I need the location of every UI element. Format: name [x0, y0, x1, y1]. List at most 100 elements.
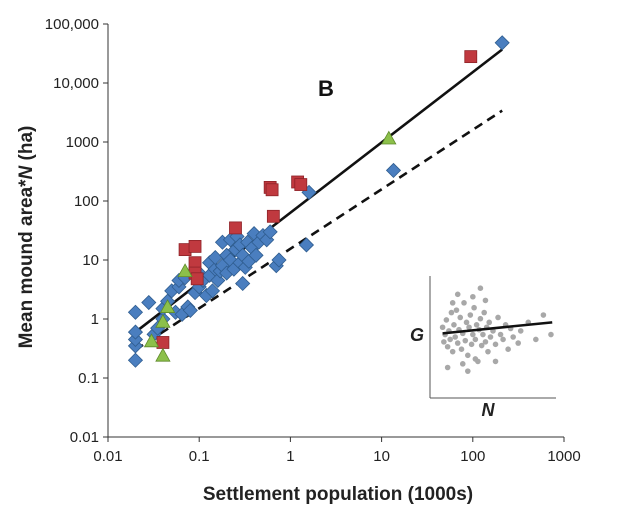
inset-fit-line [442, 321, 553, 335]
x-tick-label: 0.01 [93, 448, 122, 465]
inset-point [533, 336, 539, 343]
diamond-point [248, 247, 264, 263]
inset-point [467, 312, 474, 318]
inset-point [540, 312, 547, 318]
tick-labels-layer: 0.01 0.1 1 10 100 1000 10,000 100,000 0.01 0.1 1 10… [45, 16, 581, 465]
inset-point [459, 361, 466, 367]
inset-point [482, 297, 489, 304]
inset-point [443, 317, 450, 323]
y-tick-label: 100 [74, 193, 99, 210]
inset-chart: G N [410, 268, 564, 420]
triangle-point [155, 313, 171, 328]
y-tick-label: 1 [91, 311, 99, 328]
triangle-point [381, 130, 397, 145]
square-point [190, 272, 204, 286]
inset-point [480, 331, 486, 338]
inset-point [517, 328, 524, 334]
inset-y-label: G [410, 325, 424, 345]
diamond-point [127, 352, 144, 368]
y-tick-label: 10,000 [53, 75, 99, 92]
inset-point [462, 337, 469, 344]
inset-point [473, 322, 480, 328]
diamond-point [235, 275, 251, 292]
x-tick-label: 1 [286, 448, 294, 465]
inset-point [486, 319, 493, 326]
inset-point [505, 346, 511, 353]
inset-point [457, 314, 464, 321]
diamond-point [385, 162, 402, 178]
diamond-point [127, 324, 144, 340]
square-point [229, 221, 242, 235]
inset-point [485, 348, 491, 355]
inset-point [478, 342, 485, 349]
inset-point [472, 336, 479, 343]
x-tick-label: 100 [460, 448, 485, 465]
inset-point [453, 307, 460, 313]
axes-layer [103, 23, 565, 442]
diamond-point [204, 283, 221, 299]
inset-point [454, 340, 461, 346]
inset-point [500, 336, 506, 343]
y-axis-title-part-2: N [16, 164, 37, 179]
y-axis-title: Mean mound area*N (ha) [16, 126, 37, 349]
triangle-point [159, 299, 176, 313]
inset-point [477, 285, 484, 292]
square-point [266, 209, 280, 223]
y-tick-label: 10 [82, 252, 99, 269]
inset-point [470, 293, 476, 300]
inset-point [481, 309, 487, 316]
x-axis-title: Settlement population (1000s) [203, 484, 473, 505]
panel-label: B [318, 76, 334, 101]
inset-point [487, 334, 494, 340]
inset-point [451, 322, 457, 328]
inset-point [454, 291, 461, 298]
y-axis-title-part-3: (ha) [16, 126, 37, 166]
diamond-point [141, 294, 157, 311]
inset-point [466, 324, 472, 331]
inset-point [439, 324, 446, 331]
inset-point [449, 348, 456, 355]
inset-point [472, 356, 479, 362]
inset-point [448, 309, 455, 316]
y-tick-label: 0.1 [78, 370, 99, 387]
x-tick-label: 1000 [547, 448, 580, 465]
inset-point [468, 341, 475, 348]
inset-point [515, 340, 521, 346]
inset-point [449, 300, 456, 306]
y-tick-label: 0.01 [70, 429, 99, 446]
inset-point [548, 331, 554, 338]
inset-point [465, 368, 471, 374]
diamond-point [494, 35, 510, 51]
inset-point [495, 314, 501, 321]
inset-point [444, 343, 451, 350]
square-point [265, 183, 279, 197]
inset-point [497, 331, 504, 338]
y-tick-label: 1000 [66, 134, 99, 151]
triangle-point [155, 347, 171, 362]
data-points-layer [127, 35, 510, 368]
diamond-point [262, 224, 278, 240]
inset-point [441, 339, 447, 345]
x-tick-label: 10 [373, 448, 390, 465]
inset-point [447, 336, 453, 343]
inset-point [492, 358, 499, 365]
square-point [464, 50, 478, 64]
inset-point [463, 319, 470, 326]
triangle-point [143, 333, 160, 348]
inset-point [510, 334, 516, 340]
diamond-point [182, 302, 198, 318]
inset-point [492, 341, 499, 348]
diamond-point [271, 252, 287, 268]
inset-point [465, 352, 471, 359]
diamond-point [298, 237, 315, 253]
diamond-point [127, 304, 144, 320]
square-point [294, 178, 308, 191]
dashed-fit-line [134, 109, 503, 351]
inset-point [458, 346, 465, 353]
inset-point [444, 364, 451, 371]
square-point [188, 240, 202, 253]
x-tick-label: 0.1 [189, 448, 210, 465]
inset-point [452, 334, 459, 340]
y-axis-title-part-1: Mean mound area* [16, 179, 37, 349]
